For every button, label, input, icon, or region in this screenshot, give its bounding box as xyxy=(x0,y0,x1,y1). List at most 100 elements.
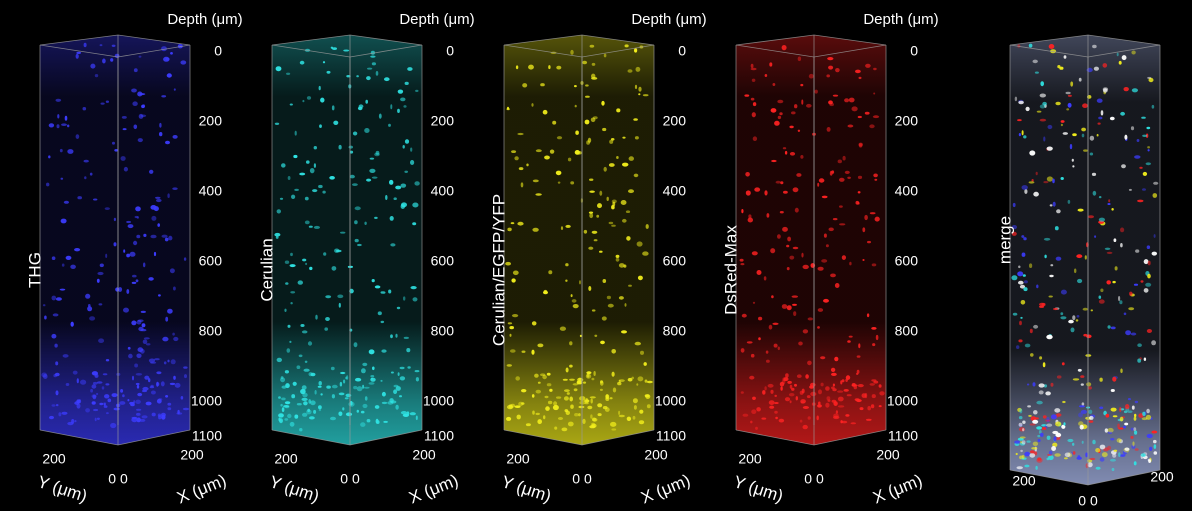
cell xyxy=(750,353,755,358)
cell xyxy=(606,196,609,201)
cell xyxy=(1130,332,1137,336)
cell xyxy=(1019,320,1022,326)
cell xyxy=(372,366,375,371)
cell xyxy=(46,182,50,187)
cell xyxy=(1120,111,1125,116)
cell xyxy=(521,389,527,393)
cell xyxy=(520,182,524,188)
cell xyxy=(80,379,87,385)
cell xyxy=(740,263,745,266)
cell xyxy=(156,198,162,203)
cell xyxy=(754,187,761,192)
cell xyxy=(173,88,176,91)
cell xyxy=(878,384,882,388)
panel: merge 200 0 0 200 xyxy=(995,34,1174,509)
cell xyxy=(1029,150,1036,156)
cell xyxy=(312,189,318,193)
cell xyxy=(818,389,822,395)
depth-label: Depth (μm) xyxy=(863,11,938,28)
cell xyxy=(565,279,568,282)
cell xyxy=(858,76,862,80)
cell xyxy=(1067,94,1072,97)
cell xyxy=(594,334,598,337)
cell xyxy=(1026,383,1030,386)
cell xyxy=(751,78,756,83)
cell xyxy=(55,361,59,366)
cell xyxy=(366,76,371,81)
cell xyxy=(353,342,358,348)
cell xyxy=(1111,208,1114,211)
cell xyxy=(48,155,51,159)
cell xyxy=(301,397,308,401)
cell xyxy=(59,288,66,291)
cell xyxy=(746,341,753,344)
cell xyxy=(802,406,810,409)
cell xyxy=(135,373,143,376)
cell xyxy=(628,189,634,194)
cell xyxy=(544,395,549,399)
cell xyxy=(390,243,396,247)
cell xyxy=(74,420,77,423)
cell xyxy=(1092,190,1097,196)
cell xyxy=(349,150,354,154)
cell xyxy=(593,239,598,242)
cell xyxy=(585,397,588,402)
cell xyxy=(1030,450,1035,454)
cell xyxy=(799,419,803,423)
cell xyxy=(618,414,625,418)
depth-tick-label: 400 xyxy=(663,183,687,199)
cell xyxy=(1060,177,1064,180)
cell xyxy=(149,386,155,389)
cell xyxy=(306,409,312,415)
cell xyxy=(786,244,790,248)
cell xyxy=(781,304,788,309)
cell xyxy=(574,104,577,108)
cell xyxy=(1145,282,1152,287)
cell xyxy=(143,262,146,268)
cell xyxy=(358,104,364,109)
cell xyxy=(755,426,758,430)
cell xyxy=(1133,461,1137,466)
cell xyxy=(879,391,885,396)
cell xyxy=(134,215,138,219)
cell xyxy=(622,136,626,139)
cell xyxy=(873,173,878,178)
cell xyxy=(289,340,292,343)
x-tick-label: 200 xyxy=(1150,469,1174,485)
cell xyxy=(782,147,787,150)
cell xyxy=(291,194,296,199)
cell xyxy=(364,396,368,401)
cell xyxy=(750,67,757,71)
cell xyxy=(1120,243,1123,248)
cell xyxy=(404,81,409,85)
cell xyxy=(531,394,535,398)
cell xyxy=(874,216,880,222)
cell xyxy=(167,193,170,198)
cell xyxy=(615,254,620,258)
cell xyxy=(1051,446,1056,451)
cell xyxy=(1038,383,1045,388)
cell xyxy=(395,185,402,190)
cell xyxy=(1024,189,1028,194)
cell xyxy=(325,317,330,321)
cell xyxy=(1112,415,1118,418)
cell xyxy=(817,182,820,187)
cell xyxy=(750,420,753,424)
cell xyxy=(406,411,410,416)
cell xyxy=(761,417,767,420)
cell xyxy=(1134,430,1138,435)
cell xyxy=(1078,412,1083,418)
cell xyxy=(818,178,825,183)
cell xyxy=(1112,376,1117,382)
cell xyxy=(275,66,282,72)
cell xyxy=(302,99,305,103)
cell xyxy=(600,340,605,345)
cell xyxy=(174,382,181,388)
cell xyxy=(871,327,877,330)
cell xyxy=(1099,444,1106,450)
cell xyxy=(133,68,138,73)
cell xyxy=(163,361,167,365)
cell xyxy=(1128,188,1132,191)
cell xyxy=(1113,449,1118,452)
cell xyxy=(1018,339,1023,343)
